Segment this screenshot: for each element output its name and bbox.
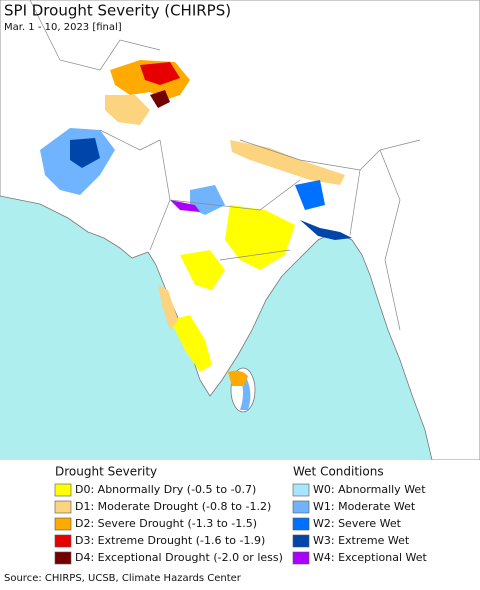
wet-area: [70, 138, 100, 168]
legend-title: Drought Severity: [55, 465, 157, 479]
legend-swatch: [54, 500, 72, 514]
drought-area: [105, 95, 150, 125]
drought-area: [170, 315, 212, 372]
drought-area: [228, 370, 248, 386]
legend-swatch: [292, 534, 310, 548]
source: Source: CHIRPS, UCSB, Climate Hazards Ce…: [4, 573, 242, 584]
legend-swatch: [292, 483, 310, 497]
legend-swatch: [54, 517, 72, 531]
legend-label: W4: Exceptional Wet: [313, 551, 428, 564]
legend-swatch: [292, 551, 310, 565]
drought-area: [158, 285, 178, 330]
subtitle: Mar. 1 - 10, 2023 [final]: [4, 22, 122, 33]
wet-area: [190, 185, 225, 215]
legend-title: Wet Conditions: [293, 465, 384, 479]
map: [0, 0, 480, 461]
legend-label: W0: Abnormally Wet: [313, 483, 426, 496]
legend-label: D2: Severe Drought (-1.3 to -1.5): [75, 517, 257, 530]
legend-label: D3: Extreme Drought (-1.6 to -1.9): [75, 534, 265, 547]
wet-area: [170, 200, 200, 212]
legend-label: D0: Abnormally Dry (-0.5 to -0.7): [75, 483, 256, 496]
wet-area: [300, 220, 352, 240]
legend-swatch: [54, 483, 72, 497]
boundary: [29, 0, 421, 331]
drought-area: [150, 90, 170, 108]
legend-label: W1: Moderate Wet: [313, 500, 416, 513]
drought-area: [230, 140, 345, 185]
legend-swatch: [54, 534, 72, 548]
legend-label: D1: Moderate Drought (-0.8 to -1.2): [75, 500, 271, 513]
legend-label: D4: Exceptional Drought (-2.0 or less): [75, 551, 283, 564]
legend-label: W2: Severe Wet: [313, 517, 402, 530]
legend-label: W3: Extreme Wet: [313, 534, 410, 547]
wet-area: [295, 180, 325, 210]
drought-area: [180, 250, 225, 290]
legend-swatch: [292, 500, 310, 514]
drought-area: [140, 62, 180, 85]
legend-panel: [0, 460, 480, 586]
legend-swatch: [54, 551, 72, 565]
title: SPI Drought Severity (CHIRPS): [4, 2, 231, 20]
drought-area: [225, 205, 295, 270]
legend-swatch: [292, 517, 310, 531]
